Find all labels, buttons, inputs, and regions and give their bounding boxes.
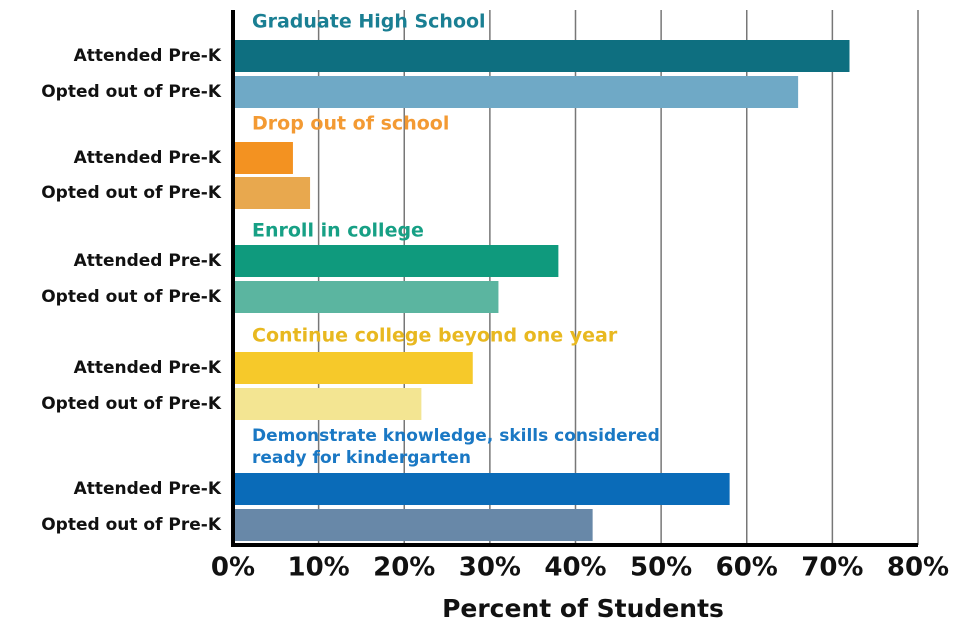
group-title: Drop out of school <box>252 113 449 135</box>
group-title: Enroll in college <box>252 220 424 242</box>
bar <box>233 281 499 313</box>
bar <box>233 245 559 277</box>
x-tick-label: 70% <box>801 553 863 583</box>
category-label: Attended Pre-K <box>74 251 222 271</box>
category-label: Opted out of Pre-K <box>41 183 222 203</box>
category-label: Opted out of Pre-K <box>41 515 222 535</box>
x-tick-label: 20% <box>373 553 435 583</box>
bar <box>233 142 293 174</box>
category-label: Attended Pre-K <box>74 148 222 168</box>
bar <box>233 352 473 384</box>
category-label: Attended Pre-K <box>74 46 222 66</box>
bar <box>233 177 311 209</box>
bar <box>233 40 850 72</box>
group-title: Graduate High School <box>252 11 486 33</box>
category-label: Attended Pre-K <box>74 479 222 499</box>
group-title: ready for kindergarten <box>252 448 471 468</box>
category-label: Opted out of Pre-K <box>41 287 222 307</box>
category-label: Opted out of Pre-K <box>41 82 222 102</box>
bar <box>233 473 730 505</box>
x-tick-label: 30% <box>459 553 521 583</box>
x-tick-label: 40% <box>544 553 606 583</box>
category-label: Opted out of Pre-K <box>41 394 222 414</box>
x-axis-label: Percent of Students <box>442 594 724 623</box>
group-title: Continue college beyond one year <box>252 325 618 347</box>
x-tick-label: 10% <box>288 553 350 583</box>
bar <box>233 509 593 541</box>
group-title: Demonstrate knowledge, skills considered <box>252 426 660 446</box>
x-tick-label: 80% <box>887 553 949 583</box>
category-label: Attended Pre-K <box>74 358 222 378</box>
bar <box>233 388 422 420</box>
bar <box>233 76 799 108</box>
x-tick-label: 60% <box>716 553 778 583</box>
x-tick-label: 50% <box>630 553 692 583</box>
x-tick-label: 0% <box>211 553 255 583</box>
